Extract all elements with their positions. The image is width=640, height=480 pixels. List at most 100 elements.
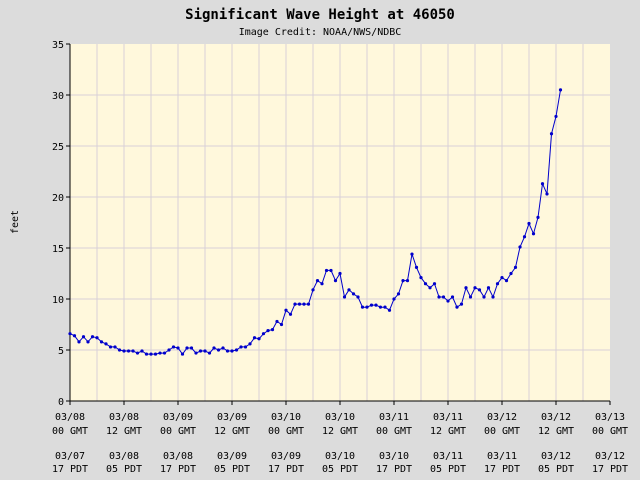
data-point [239, 345, 243, 349]
data-point [131, 349, 135, 353]
data-point [140, 349, 144, 353]
data-point [288, 312, 293, 316]
data-point [509, 271, 513, 276]
chart-subtitle: Image Credit: NOAA/NWS/NDBC [239, 27, 402, 38]
data-point [216, 348, 221, 352]
data-point [108, 345, 113, 349]
x-tick-local-date: 03/07 [55, 451, 85, 462]
data-point [428, 286, 432, 290]
data-point [545, 192, 549, 196]
x-tick-local-date: 03/10 [325, 451, 355, 462]
data-point [261, 332, 266, 336]
data-point [225, 349, 230, 353]
data-point [396, 292, 401, 296]
data-point [419, 275, 423, 280]
data-point [203, 349, 207, 353]
data-point [306, 302, 311, 306]
data-point [414, 265, 419, 269]
data-point [257, 337, 261, 341]
x-tick-local-time: 05 PDT [214, 464, 250, 475]
data-point [144, 352, 149, 356]
y-tick-label: 10 [52, 295, 64, 306]
x-tick-gmt-date: 03/08 [109, 412, 139, 423]
x-tick-local-date: 03/09 [271, 451, 301, 462]
data-point [473, 286, 477, 290]
data-point [176, 346, 180, 350]
data-point [410, 252, 414, 256]
data-point [221, 346, 225, 350]
data-point [450, 295, 455, 299]
x-tick-local-time: 17 PDT [52, 464, 88, 475]
data-point [72, 334, 77, 338]
data-point [284, 308, 288, 312]
x-tick-gmt-time: 12 GMT [214, 426, 250, 437]
data-point [234, 348, 239, 352]
data-point [482, 295, 486, 299]
data-point [266, 329, 270, 333]
data-point [464, 286, 468, 290]
x-tick-local-time: 17 PDT [376, 464, 412, 475]
x-tick-gmt-date: 03/11 [379, 412, 409, 423]
y-tick-label: 35 [52, 40, 64, 51]
data-point [500, 275, 504, 280]
data-point [513, 265, 518, 269]
data-point [486, 286, 491, 290]
x-tick-gmt-time: 12 GMT [106, 426, 142, 437]
data-point [378, 305, 383, 309]
data-point [531, 232, 536, 236]
x-tick-local-date: 03/08 [109, 451, 139, 462]
x-tick-gmt-date: 03/09 [217, 412, 247, 423]
data-point [536, 215, 540, 219]
data-point [374, 303, 378, 307]
x-tick-gmt-time: 12 GMT [538, 426, 574, 437]
data-point [329, 268, 333, 273]
data-point [369, 303, 374, 307]
data-point [383, 305, 387, 309]
x-tick-gmt-date: 03/10 [271, 412, 301, 423]
data-point [243, 345, 248, 349]
data-point [324, 268, 329, 273]
data-point [401, 279, 405, 283]
x-tick-local-time: 05 PDT [538, 464, 574, 475]
data-point [149, 352, 153, 356]
data-point [504, 279, 509, 283]
data-point [99, 340, 104, 344]
data-point [423, 282, 428, 286]
data-point [432, 282, 437, 286]
data-point [117, 348, 122, 352]
data-point [342, 295, 347, 299]
x-tick-local-time: 05 PDT [106, 464, 142, 475]
chart-title: Significant Wave Height at 46050 [185, 7, 455, 23]
data-point [405, 279, 410, 283]
data-point [360, 305, 365, 309]
data-point [320, 282, 324, 286]
data-point [279, 322, 284, 327]
data-point [68, 332, 72, 336]
x-tick-gmt-date: 03/08 [55, 412, 85, 423]
data-point [491, 295, 495, 299]
data-point [207, 351, 212, 355]
data-point [351, 292, 356, 296]
data-point [392, 297, 396, 301]
data-point [230, 349, 234, 353]
data-point [113, 345, 117, 349]
x-tick-local-time: 17 PDT [268, 464, 304, 475]
x-tick-gmt-date: 03/13 [595, 412, 625, 423]
data-point [347, 288, 351, 292]
data-point [90, 335, 95, 339]
data-point [527, 221, 531, 226]
x-tick-gmt-time: 12 GMT [430, 426, 466, 437]
x-tick-gmt-date: 03/11 [433, 412, 463, 423]
data-point [212, 346, 216, 350]
y-tick-label: 5 [58, 346, 64, 357]
data-point [540, 182, 545, 186]
data-point [297, 302, 302, 306]
x-tick-gmt-date: 03/10 [325, 412, 355, 423]
data-point [275, 319, 279, 324]
x-tick-gmt-time: 00 GMT [268, 426, 304, 437]
data-point [446, 299, 450, 303]
data-point [135, 351, 140, 355]
data-point [194, 351, 198, 355]
data-point [522, 235, 527, 239]
